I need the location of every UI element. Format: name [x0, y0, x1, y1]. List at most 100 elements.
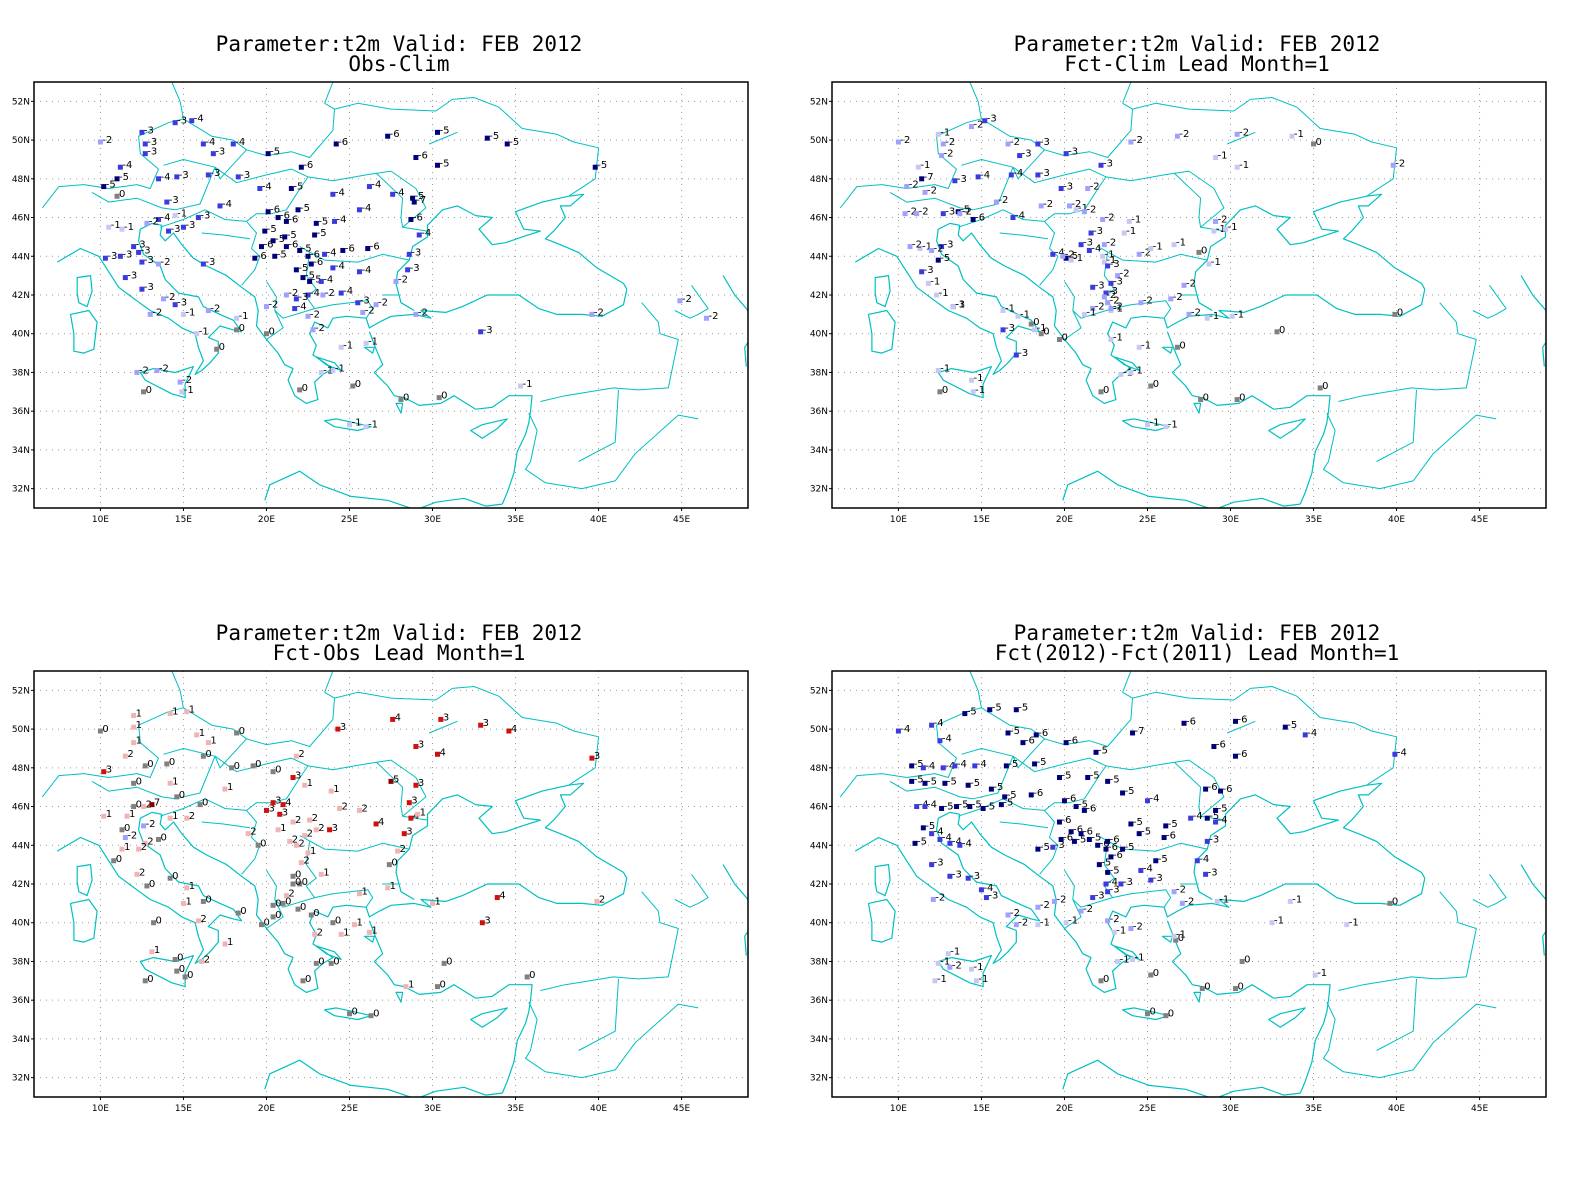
- station-value: -2: [1113, 302, 1123, 313]
- station-marker: 3: [479, 916, 491, 927]
- station-marker: 0: [434, 980, 446, 991]
- latitude-tick-label: 40N: [810, 330, 828, 340]
- station-square: [1103, 290, 1109, 296]
- station-value: -2: [927, 185, 937, 196]
- station-value: -5: [1078, 800, 1088, 811]
- station-value: 0: [1178, 933, 1184, 944]
- station-square: [1035, 141, 1041, 147]
- station-marker: -4: [978, 883, 993, 894]
- station-value: -2: [1110, 296, 1120, 307]
- station-square: [356, 269, 362, 275]
- station-marker: 0: [263, 327, 275, 338]
- station-value: -2: [944, 149, 954, 160]
- station-marker: -2: [1186, 307, 1201, 318]
- station-square: [1392, 311, 1398, 317]
- station-value: -2: [934, 243, 944, 254]
- station-value: 1: [210, 736, 216, 747]
- station-marker: 2: [293, 838, 305, 849]
- station-square: [415, 811, 421, 817]
- station-square: [373, 821, 379, 827]
- station-square: [907, 244, 913, 250]
- station-square: [356, 207, 362, 213]
- station-value: -4: [962, 838, 972, 849]
- station-marker: 0: [1173, 933, 1184, 944]
- station-value: 0: [102, 724, 108, 735]
- station-square: [257, 186, 263, 191]
- station-marker: -4: [1086, 243, 1101, 254]
- station-value: 0: [1153, 379, 1159, 390]
- station-marker: -2: [154, 364, 169, 375]
- station-square: [1168, 296, 1174, 302]
- country-border: [266, 281, 284, 340]
- station-marker: 1: [131, 709, 142, 720]
- station-value: -1: [1020, 309, 1030, 320]
- station-value: 2: [599, 894, 605, 905]
- station-marker: 1: [328, 784, 340, 795]
- country-border: [1044, 102, 1133, 158]
- station-marker: -3: [1000, 323, 1015, 334]
- station-value: -5: [1008, 759, 1018, 770]
- station-square: [1005, 730, 1011, 736]
- country-border: [246, 691, 335, 747]
- station-value: -1: [1123, 367, 1133, 378]
- station-marker: -2: [703, 311, 718, 322]
- country-border: [429, 720, 458, 734]
- coastline: [379, 878, 628, 912]
- station-marker: -4: [330, 261, 345, 272]
- station-marker: -4: [156, 212, 171, 223]
- latitude-tick-label: 32N: [12, 485, 30, 495]
- station-square: [1013, 352, 1019, 358]
- station-marker: 0: [131, 800, 142, 811]
- station-square: [1105, 869, 1111, 875]
- station-marker: 0: [167, 871, 179, 882]
- longitude-tick-label: 45E: [1471, 515, 1488, 525]
- station-value: -2: [1106, 290, 1116, 301]
- island-outline: [139, 955, 194, 988]
- station-marker: -5: [272, 249, 287, 260]
- station-value: -5: [597, 160, 607, 171]
- station-square: [1052, 898, 1058, 904]
- station-marker: -4: [1050, 247, 1065, 258]
- station-marker: -3: [139, 255, 154, 266]
- station-value: -2: [1120, 269, 1130, 280]
- station-square: [1003, 763, 1009, 769]
- station-value: -1: [1209, 311, 1219, 322]
- station-value: 0: [1239, 393, 1245, 404]
- station-square: [968, 966, 974, 972]
- station-marker: -4: [292, 302, 307, 313]
- station-marker: 4: [373, 817, 384, 828]
- station-marker: -2: [1115, 269, 1130, 280]
- station-marker: -1: [1344, 918, 1359, 929]
- station-value: 3: [594, 751, 600, 762]
- station-square: [195, 918, 201, 924]
- station-value: -6: [288, 240, 298, 251]
- station-square: [142, 840, 148, 846]
- station-marker: -2: [263, 300, 278, 311]
- station-square: [1063, 740, 1069, 746]
- station-square: [313, 827, 319, 833]
- station-value: 3: [443, 712, 449, 723]
- station-value: -3: [1055, 840, 1065, 851]
- station-value: -3: [483, 325, 493, 336]
- station-square: [250, 763, 256, 769]
- station-square: [139, 129, 145, 135]
- station-square: [1095, 842, 1101, 848]
- station-square: [895, 728, 901, 734]
- longitude-tick-label: 15E: [973, 515, 990, 525]
- station-square: [1148, 972, 1154, 978]
- station-map: -4-4-4-5 -5 -5-5 -6-6 -6-5-5 -5-7-6 -6-5-4-6-6…: [810, 670, 1547, 1114]
- station-value: 0: [1237, 982, 1243, 993]
- station-value: -4: [361, 265, 371, 276]
- station-marker: -6: [1058, 832, 1073, 843]
- station-square: [179, 389, 185, 395]
- panel-title: Parameter:t2m Valid: FEB 2012: [215, 621, 583, 645]
- station-square: [895, 139, 901, 145]
- station-marker: -2: [320, 288, 335, 299]
- station-square: [922, 780, 928, 786]
- station-marker: -6: [1211, 740, 1226, 751]
- station-marker: 2: [141, 800, 152, 811]
- station-marker: -2: [1105, 914, 1120, 925]
- station-square: [922, 804, 928, 810]
- station-marker: -5: [592, 160, 607, 171]
- longitude-tick-label: 20E: [258, 515, 275, 525]
